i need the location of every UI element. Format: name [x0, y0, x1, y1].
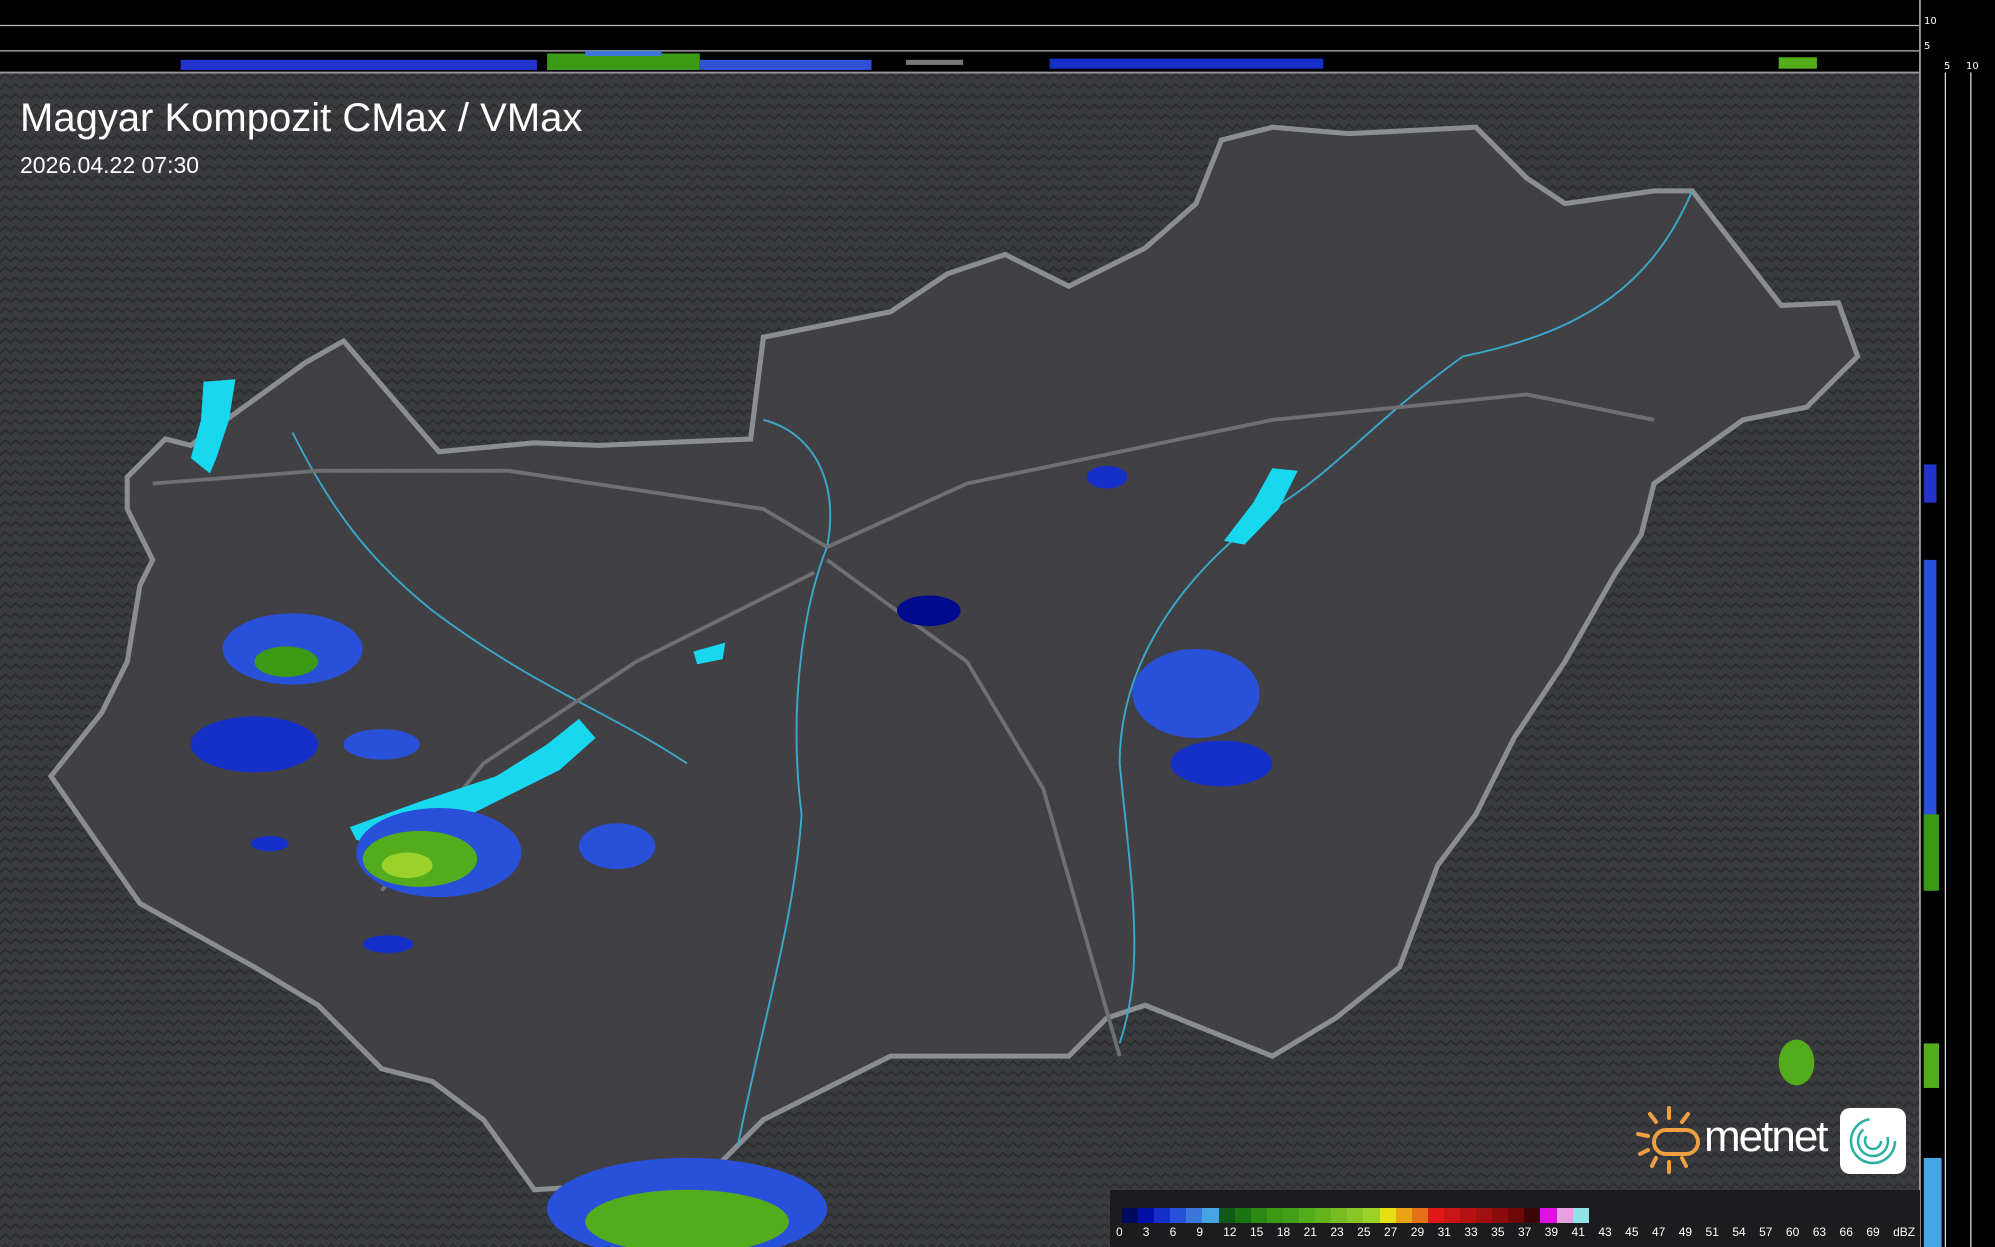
legend-label: 3	[1142, 1225, 1150, 1239]
legend-label: 9	[1196, 1225, 1204, 1239]
legend-swatch	[1218, 1208, 1235, 1223]
hungary-outline	[47, 124, 1861, 1193]
side-profile-echoes	[1923, 464, 1942, 1247]
legend-label: 47	[1651, 1225, 1666, 1239]
app-icon	[1840, 1108, 1906, 1174]
legend-label: 63	[1812, 1225, 1827, 1239]
legend-label: 15	[1249, 1225, 1264, 1239]
lake-velence	[693, 642, 726, 665]
legend-label: 23	[1330, 1225, 1344, 1239]
legend-label: 31	[1437, 1225, 1451, 1239]
legend-label: 54	[1732, 1225, 1746, 1239]
lake-ferto	[190, 379, 236, 474]
sun-icon	[1636, 1106, 1700, 1174]
legend-swatch	[1476, 1208, 1493, 1223]
legend-swatch	[1299, 1208, 1316, 1223]
side-axis-label: 10	[1966, 61, 1979, 72]
legend-swatch	[1170, 1208, 1187, 1223]
legend-label: 37	[1517, 1225, 1532, 1239]
top-axis-label: 10	[1924, 16, 1937, 27]
legend-label: 29	[1410, 1225, 1425, 1239]
legend-label: 39	[1544, 1225, 1559, 1239]
legend-swatch	[1347, 1208, 1364, 1223]
legend-label: 12	[1223, 1225, 1237, 1239]
legend-swatch	[1556, 1208, 1573, 1223]
dbz-legend: 0 3 6 9 12 15 18 21 23 25 27 29 31 33 35 37 39 41 43 45 47 49…	[1110, 1190, 1920, 1247]
legend-swatch	[1395, 1208, 1412, 1223]
legend-swatch	[1138, 1208, 1155, 1223]
legend-label: 6	[1169, 1225, 1177, 1239]
legend-label: 25	[1357, 1225, 1371, 1239]
legend-swatch	[1363, 1208, 1380, 1223]
legend-swatch	[1411, 1208, 1428, 1223]
legend-label: 27	[1383, 1225, 1398, 1239]
legend-swatch	[1443, 1208, 1460, 1223]
legend-label: 35	[1491, 1225, 1505, 1239]
legend-label: 21	[1303, 1225, 1317, 1239]
lake-tisza	[1223, 468, 1298, 545]
side-axis-label: 5	[1944, 61, 1951, 72]
legend-swatch	[1122, 1208, 1139, 1223]
legend-swatch	[1427, 1208, 1444, 1223]
top-axis-label: 5	[1924, 41, 1931, 52]
legend-label: 49	[1678, 1225, 1693, 1239]
map-title: Magyar Kompozit CMax / VMax	[20, 96, 583, 140]
legend-label: 0	[1116, 1225, 1123, 1239]
legend-label: 18	[1276, 1225, 1291, 1239]
legend-label: 66	[1839, 1225, 1853, 1239]
legend-label: 60	[1785, 1225, 1800, 1239]
metnet-logo: metnet	[1636, 1104, 1912, 1176]
legend-swatch	[1250, 1208, 1267, 1223]
map-timestamp: 2026.04.22 07:30	[20, 152, 200, 178]
legend-swatch	[1459, 1208, 1477, 1223]
legend-swatch	[1379, 1208, 1396, 1223]
metnet-wordmark: metnet	[1704, 1112, 1829, 1161]
top-profile-echoes	[180, 50, 1817, 70]
legend-swatch	[1234, 1208, 1251, 1223]
legend-swatch	[1524, 1208, 1541, 1223]
legend-label: 57	[1759, 1225, 1773, 1239]
radar-echoes	[190, 465, 1815, 1247]
legend-label: 33	[1464, 1225, 1478, 1239]
legend-swatch	[1492, 1208, 1509, 1223]
legend-label: 43	[1598, 1225, 1612, 1239]
legend-unit: dBZ	[1893, 1225, 1916, 1239]
legend-swatch	[1508, 1208, 1525, 1223]
legend-swatch	[1572, 1208, 1589, 1223]
legend-swatch	[1540, 1208, 1557, 1223]
legend-labels: 0 3 6 9 12 15 18 21 23 25 27 29 31 33 35 37 39 41 43 45 47 49…	[1116, 1225, 1920, 1239]
legend-label: 51	[1705, 1225, 1719, 1239]
legend-swatch	[1282, 1208, 1300, 1223]
legend-label: 69	[1866, 1225, 1880, 1239]
legend-swatch	[1202, 1208, 1219, 1223]
legend-swatch	[1315, 1208, 1332, 1223]
legend-color-scale	[1122, 1208, 1589, 1223]
legend-swatch	[1331, 1208, 1348, 1223]
legend-label: 45	[1625, 1225, 1639, 1239]
legend-swatch	[1186, 1208, 1203, 1223]
legend-label: 41	[1571, 1225, 1585, 1239]
legend-swatch	[1154, 1208, 1171, 1223]
legend-swatch	[1266, 1208, 1283, 1223]
